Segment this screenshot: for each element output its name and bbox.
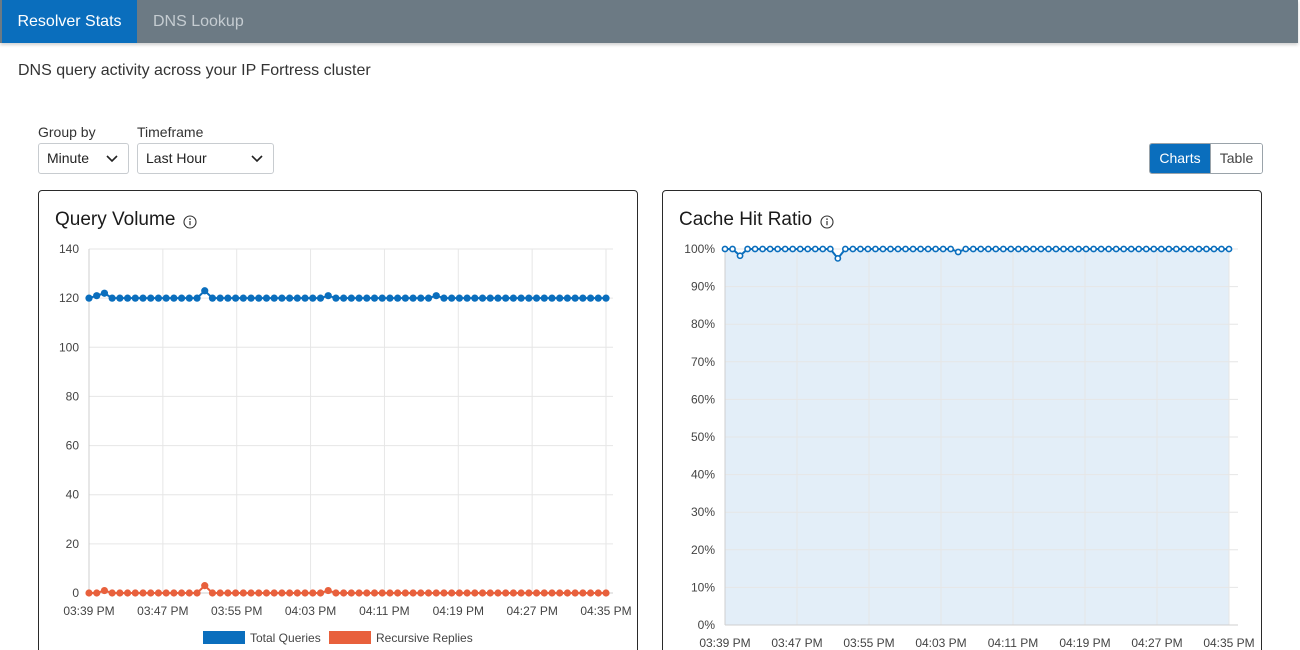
view-toggle: Charts Table [1149, 143, 1263, 174]
tab-dns-lookup[interactable]: DNS Lookup [153, 13, 244, 30]
timeframe-label: Timeframe [137, 124, 204, 140]
chevron-down-icon [251, 144, 263, 173]
query-volume-card: Query Volume [38, 190, 638, 650]
charts-toggle-button[interactable]: Charts [1150, 144, 1210, 173]
query-volume-title-row: Query Volume [55, 209, 197, 231]
page-subtitle: DNS query activity across your IP Fortre… [18, 62, 371, 79]
chevron-down-icon [106, 144, 118, 173]
info-icon[interactable] [183, 213, 197, 229]
cache-hit-ratio-card: Cache Hit Ratio [662, 190, 1262, 650]
timeframe-select[interactable]: Last Hour [137, 143, 274, 174]
group-by-value: Minute [47, 150, 90, 166]
timeframe-value: Last Hour [146, 150, 207, 166]
info-icon[interactable] [820, 213, 834, 229]
table-toggle-button[interactable]: Table [1210, 144, 1262, 173]
cache-hit-ratio-title-row: Cache Hit Ratio [679, 209, 834, 231]
query-volume-title: Query Volume [55, 209, 176, 230]
group-by-select[interactable]: Minute [38, 143, 129, 174]
group-by-label: Group by [38, 124, 96, 140]
cache-hit-ratio-title: Cache Hit Ratio [679, 209, 813, 230]
top-tab-bar: Resolver Stats DNS Lookup [0, 0, 1298, 43]
tab-resolver-stats[interactable]: Resolver Stats [2, 0, 137, 43]
